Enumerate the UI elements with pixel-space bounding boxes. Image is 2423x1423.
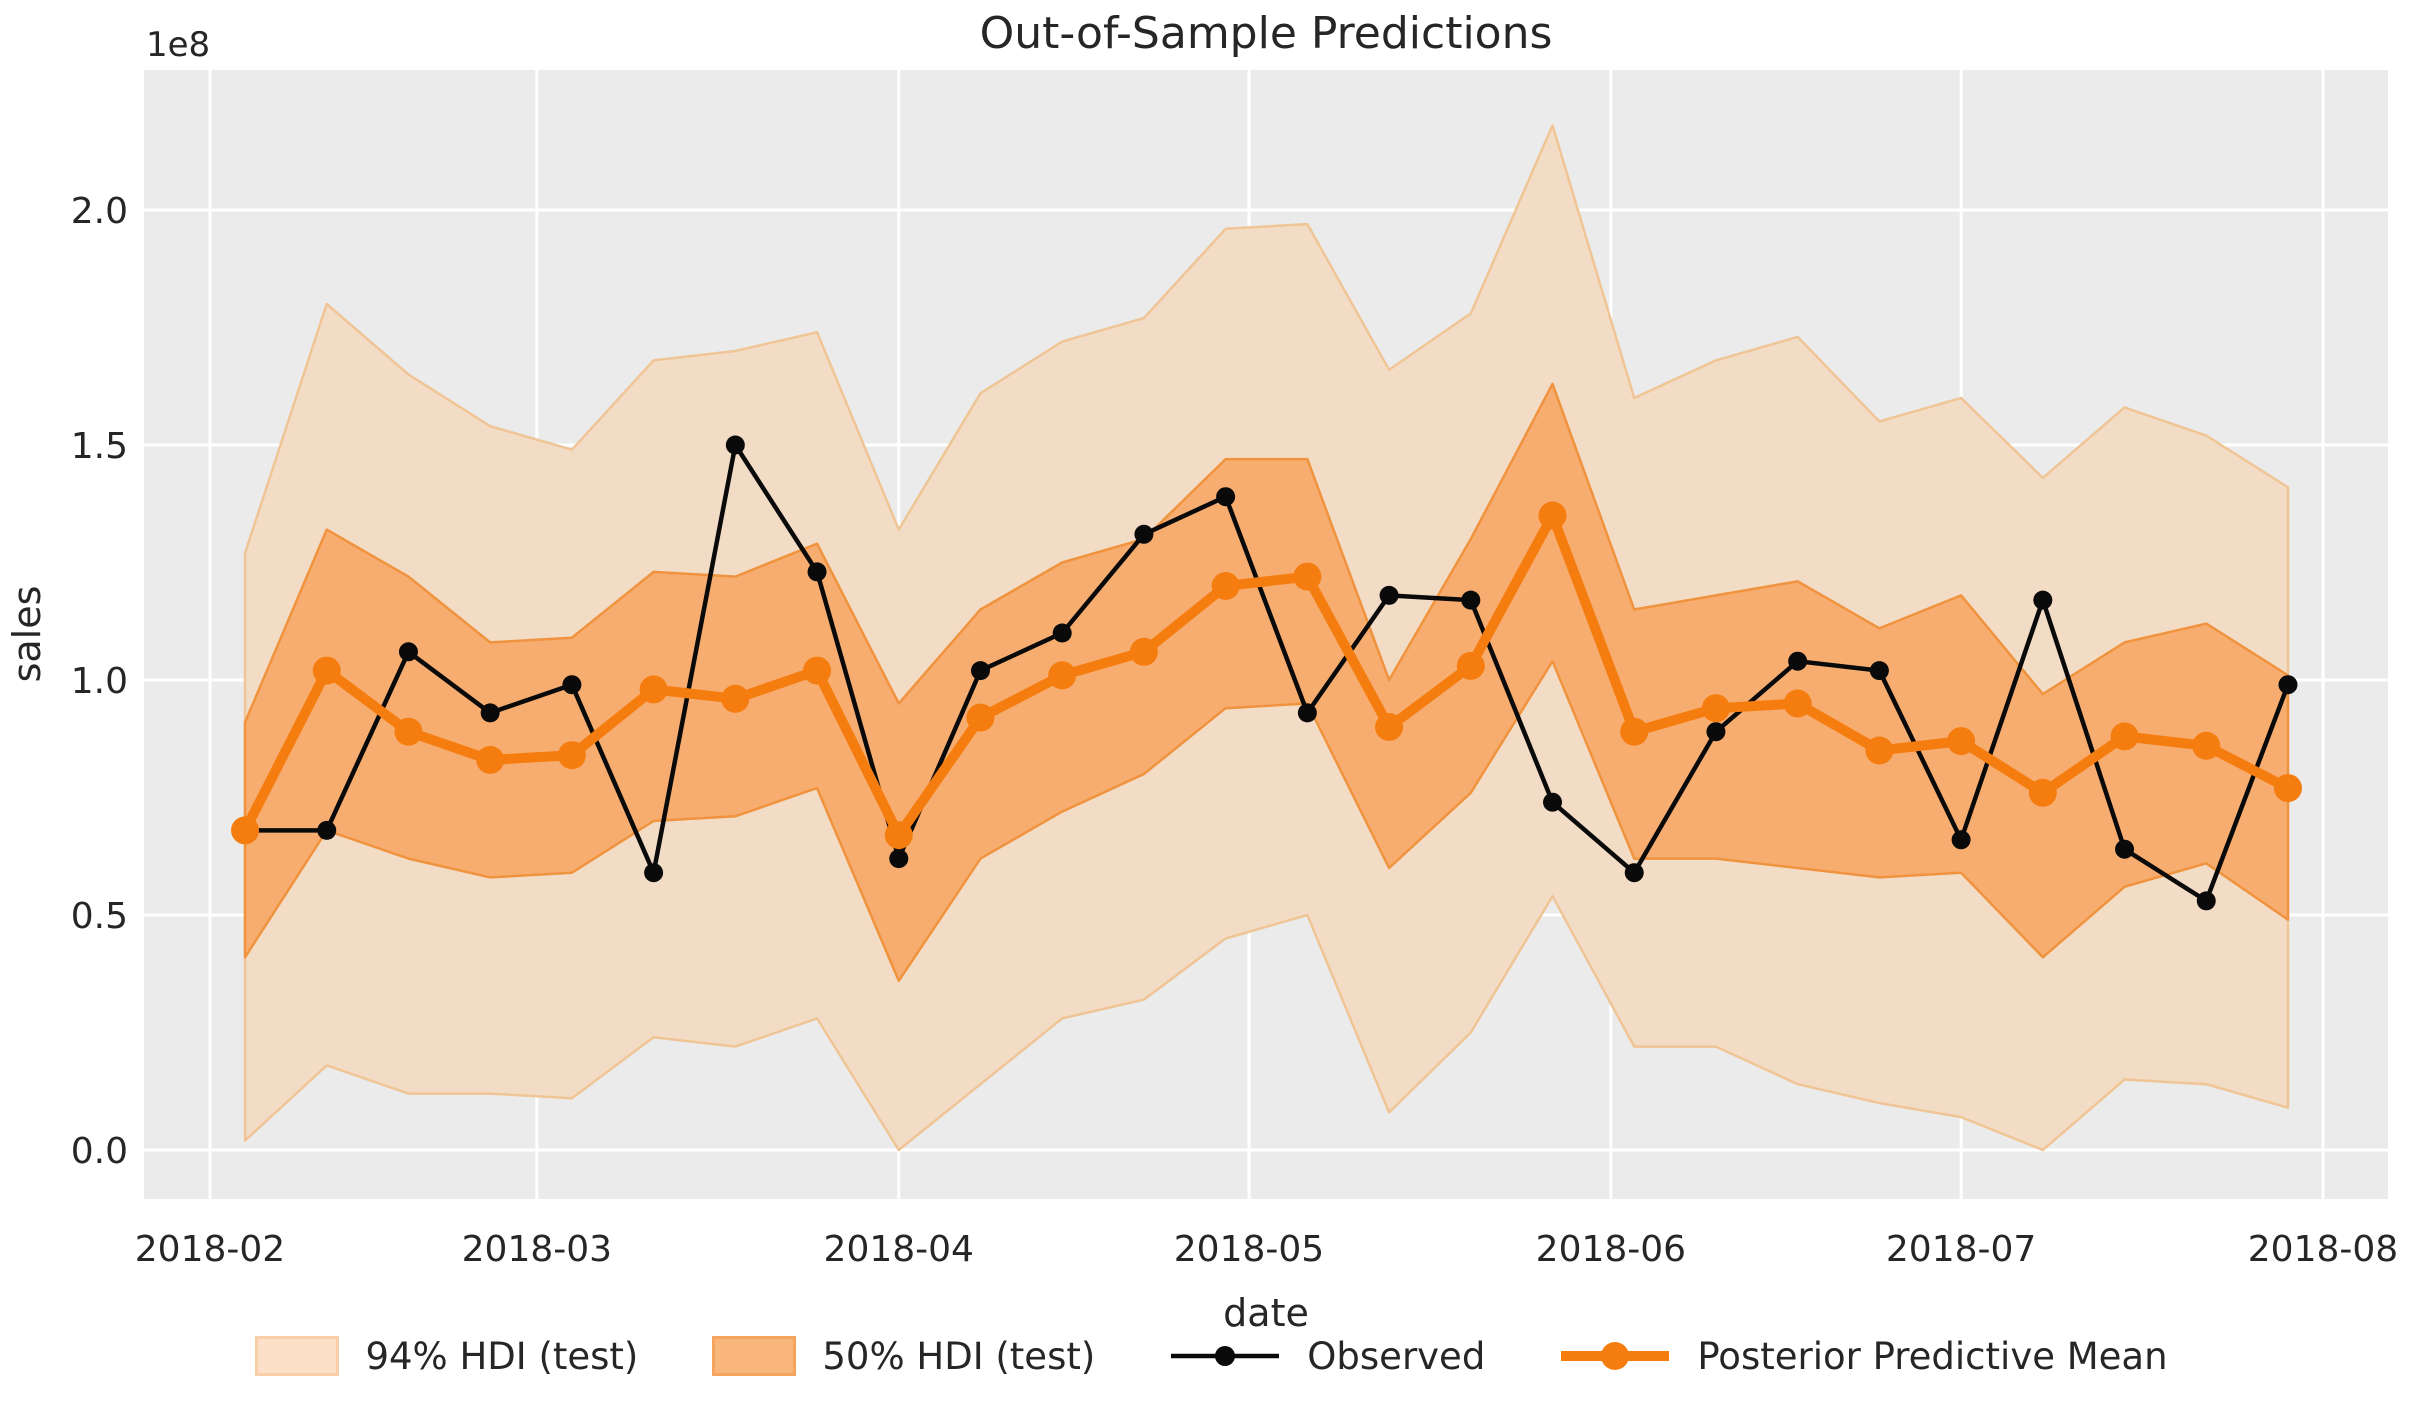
legend-item: 50% HDI (test) — [712, 1335, 1095, 1378]
observed-point — [807, 562, 827, 582]
legend-item: 94% HDI (test) — [255, 1335, 638, 1378]
legend-item-label: Posterior Predictive Mean — [1697, 1334, 2168, 1378]
observed-point — [2033, 590, 2053, 610]
posterior-mean-point — [2192, 731, 2221, 760]
legend-item-label: 94% HDI (test) — [365, 1334, 639, 1378]
observed-point — [1543, 792, 1563, 812]
posterior-mean-point — [1538, 501, 1567, 530]
posterior-mean-point — [1947, 727, 1976, 756]
legend-item: Observed — [1169, 1334, 1485, 1378]
posterior-mean-point — [966, 703, 995, 732]
plot-area: 0.0 0.5 1.0 1.5 2.0 2018-02 2018-03 2018-04 2018… — [71, 70, 2398, 1270]
observed-point — [644, 863, 664, 883]
posterior-mean-point — [1701, 694, 1730, 723]
posterior-mean-point — [557, 741, 586, 770]
posterior-mean-point — [1865, 736, 1894, 765]
posterior-mean-point — [639, 675, 668, 704]
chart-title: Out-of-Sample Predictions — [980, 8, 1553, 59]
observed-point — [1788, 651, 1808, 671]
observed-point — [1297, 703, 1317, 723]
x-tick-label: 2018-08 — [2248, 1229, 2398, 1270]
x-tick-label: 2018-06 — [1536, 1229, 1686, 1270]
y-tick-label: 2.0 — [71, 191, 128, 232]
observed-point — [889, 849, 909, 869]
posterior-mean-point — [803, 656, 832, 685]
observed-point — [725, 435, 745, 455]
observed-point — [1624, 863, 1644, 883]
x-tick-label: 2018-03 — [462, 1229, 612, 1270]
legend-marker-dot — [1601, 1342, 1630, 1370]
x-tick-label: 2018-04 — [824, 1229, 974, 1270]
x-axis-label: date — [1223, 1291, 1309, 1335]
posterior-mean-point — [1783, 689, 1812, 718]
posterior-mean-point — [884, 821, 913, 850]
posterior-mean-point — [721, 684, 750, 713]
observed-point — [317, 820, 337, 840]
y-offset-text: 1e8 — [146, 25, 210, 65]
posterior-mean-point — [2273, 774, 2302, 803]
observed-point — [970, 661, 990, 681]
legend-item-label: 50% HDI (test) — [822, 1334, 1096, 1378]
y-tick-label: 0.0 — [71, 1131, 128, 1172]
observed-point — [562, 675, 582, 695]
observed-point — [1134, 524, 1154, 544]
posterior-mean-point — [394, 717, 423, 746]
posterior-mean-point — [2028, 778, 2057, 807]
legend-marker-dot — [1215, 1346, 1236, 1366]
posterior-mean-point — [312, 656, 341, 685]
y-tick-label: 1.5 — [71, 426, 128, 467]
posterior-mean-point — [1293, 562, 1322, 591]
observed-point — [2278, 675, 2298, 695]
posterior-mean-point — [1620, 717, 1649, 746]
posterior-mean-point — [1211, 572, 1240, 600]
observed-point — [1869, 661, 1889, 681]
observed-point — [1706, 722, 1726, 742]
posterior-mean-point — [1048, 661, 1077, 690]
legend-line-swatch — [1171, 1346, 1280, 1366]
x-tick-label: 2018-02 — [135, 1229, 285, 1270]
observed-point — [1951, 830, 1971, 850]
posterior-mean-point — [1375, 713, 1404, 741]
legend-item-label: Observed — [1307, 1334, 1486, 1378]
y-axis-label: sales — [5, 586, 49, 683]
observed-point — [1216, 487, 1236, 507]
x-tick-label: 2018-05 — [1174, 1229, 1324, 1270]
observed-point — [480, 703, 500, 723]
observed-point — [1461, 590, 1481, 610]
observed-point — [1052, 623, 1072, 643]
posterior-mean-point — [1129, 637, 1158, 666]
legend-patch-swatch — [712, 1336, 797, 1376]
posterior-mean-point — [1456, 651, 1485, 680]
hdi-50-band — [243, 382, 2290, 983]
posterior-mean-point — [476, 745, 505, 774]
x-tick-label: 2018-07 — [1886, 1229, 2036, 1270]
legend-item: Posterior Predictive Mean — [1559, 1334, 2168, 1378]
observed-point — [398, 642, 418, 662]
observed-point — [2115, 839, 2135, 859]
posterior-mean-point — [231, 816, 260, 845]
observed-line — [245, 442, 2291, 904]
posterior-mean-point — [2110, 722, 2139, 751]
y-tick-label: 1.0 — [71, 661, 128, 702]
chart-legend: 94% HDI (test) 50% HDI (test) Observed Post… — [0, 1334, 2423, 1378]
legend-patch-swatch — [255, 1336, 340, 1376]
legend-line-swatch — [1561, 1342, 1670, 1370]
observed-point — [1379, 585, 1399, 605]
observed-point — [2196, 891, 2216, 911]
y-tick-label: 0.5 — [71, 896, 128, 937]
